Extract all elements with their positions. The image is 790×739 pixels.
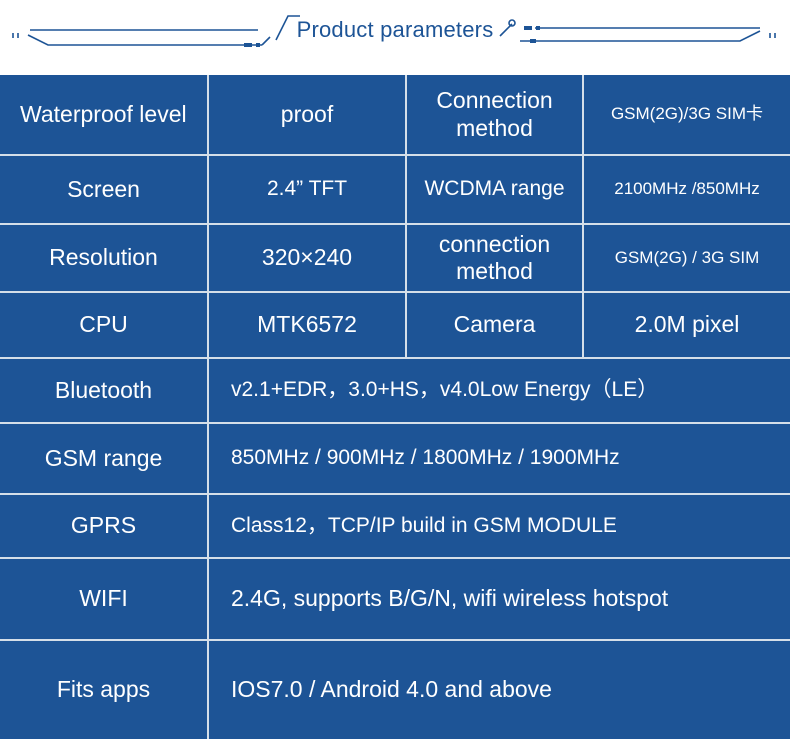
header-dash bbox=[524, 26, 532, 30]
page-title: Product parameters bbox=[296, 17, 494, 42]
header-hook-left bbox=[275, 15, 300, 41]
section-header: Product parameters bbox=[0, 0, 790, 75]
param-value: 2.0M pixel bbox=[584, 293, 790, 357]
param-label: Waterproof level bbox=[0, 75, 207, 154]
param-label: GPRS bbox=[0, 495, 207, 557]
table-row: CPU MTK6572 Camera 2.0M pixel bbox=[0, 293, 790, 357]
param-label: Bluetooth bbox=[0, 359, 207, 422]
param-label: WIFI bbox=[0, 559, 207, 639]
param-value: Class12，TCP/IP build in GSM MODULE bbox=[209, 495, 790, 557]
param-label: Screen bbox=[0, 156, 207, 223]
param-value: 320×240 bbox=[209, 225, 405, 291]
header-hook-dot bbox=[508, 19, 516, 27]
table-row: Resolution 320×240 connection method GSM… bbox=[0, 225, 790, 291]
header-dash bbox=[244, 43, 252, 47]
table-row: Fits apps IOS7.0 / Android 4.0 and above bbox=[0, 641, 790, 739]
table-row: GSM range 850MHz / 900MHz / 1800MHz / 19… bbox=[0, 424, 790, 493]
header-dash bbox=[530, 39, 536, 43]
param-label: CPU bbox=[0, 293, 207, 357]
header-line-left bbox=[27, 34, 262, 46]
param-value: proof bbox=[209, 75, 405, 154]
param-value: IOS7.0 / Android 4.0 and above bbox=[209, 641, 790, 739]
param-label: WCDMA range bbox=[407, 156, 582, 223]
header-dash bbox=[256, 43, 260, 47]
table-row: Waterproof level proof Connection method… bbox=[0, 75, 790, 154]
param-value: v2.1+EDR，3.0+HS，v4.0Low Energy（LE） bbox=[209, 359, 790, 422]
param-label: GSM range bbox=[0, 424, 207, 493]
table-row: WIFI 2.4G, supports B/G/N, wifi wireless… bbox=[0, 559, 790, 639]
header-decoration bbox=[12, 15, 776, 47]
param-value: MTK6572 bbox=[209, 293, 405, 357]
param-label: Resolution bbox=[0, 225, 207, 291]
param-label: connection method bbox=[407, 225, 582, 291]
param-value: 2.4G, supports B/G/N, wifi wireless hots… bbox=[209, 559, 790, 639]
param-value: GSM(2G)/3G SIM卡 bbox=[584, 75, 790, 154]
header-line-right bbox=[520, 30, 761, 42]
param-label: Camera bbox=[407, 293, 582, 357]
table-row: Screen 2.4” TFT WCDMA range 2100MHz /850… bbox=[0, 156, 790, 223]
param-value: 2100MHz /850MHz bbox=[584, 156, 790, 223]
param-label: Connection method bbox=[407, 75, 582, 154]
param-value: GSM(2G) / 3G SIM bbox=[584, 225, 790, 291]
table-row: GPRS Class12，TCP/IP build in GSM MODULE bbox=[0, 495, 790, 557]
param-value: 850MHz / 900MHz / 1800MHz / 1900MHz bbox=[209, 424, 790, 493]
header-line-left-end bbox=[261, 36, 271, 46]
table-row: Bluetooth v2.1+EDR，3.0+HS，v4.0Low Energy… bbox=[0, 359, 790, 422]
parameters-table: Waterproof level proof Connection method… bbox=[0, 75, 790, 739]
header-dash bbox=[536, 26, 540, 30]
param-value: 2.4” TFT bbox=[209, 156, 405, 223]
param-label: Fits apps bbox=[0, 641, 207, 739]
